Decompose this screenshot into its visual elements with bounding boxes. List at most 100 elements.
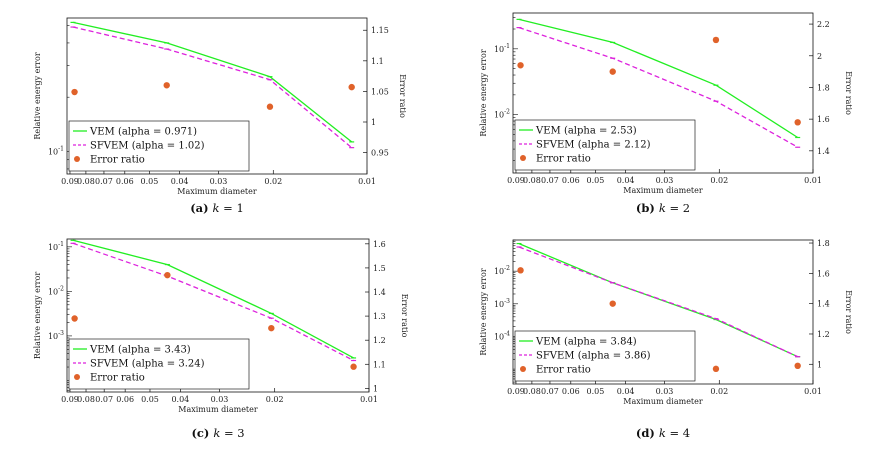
y-axis-label: Relative energy error (479, 49, 488, 136)
error-ratio-point (794, 119, 801, 126)
error-ratio-point (609, 68, 616, 75)
x-tick-label: 0.05 (141, 177, 159, 186)
legend-box (68, 338, 250, 390)
series-line-sfvem (518, 26, 799, 148)
error-ratio-point (268, 324, 275, 332)
panel-caption: (d) k = 4 (636, 426, 690, 440)
y2-tick-label: 1.6 (817, 269, 830, 278)
x-tick-label: 0.09 (507, 387, 525, 396)
legend-box (514, 330, 696, 382)
legend-label: Error ratio (536, 365, 591, 376)
y-axis-label: Relative energy error (479, 268, 488, 355)
error-ratio-point (712, 365, 720, 373)
x-tick-label: 0.09 (61, 395, 79, 404)
y-tick-label: 10-2 (494, 109, 510, 120)
y2-axis-label: Error ratio (844, 71, 853, 115)
panel-2: 0.090.08 0.07 0.06 0.05 0.04 0.03 0.02 0.01 Maxi… (33, 238, 409, 440)
legend-label: VEM (alpha = 3.84) (535, 337, 637, 348)
x-axis-label: Maximum diameter (178, 405, 258, 414)
series-line-vem (72, 239, 354, 359)
y2-tick-label: 1.3 (373, 312, 386, 321)
y2-tick-label: 1.6 (373, 240, 386, 249)
x-tick-label: 0.04 (617, 176, 635, 185)
x-tick-label: 0.02 (264, 177, 282, 186)
y2-tick-label: 1.8 (817, 83, 830, 92)
x-tick-label: 0.05 (587, 387, 605, 396)
x-tick-label: 0.06 (562, 387, 580, 396)
x-tick-label: 0.03 (656, 176, 674, 185)
error-ratio-point (712, 36, 720, 44)
legend: VEM (alpha = 3.43) SFVEM (alpha = 3.24) Er… (68, 338, 250, 390)
plot-frame (66, 238, 370, 393)
series-line-sfvem (518, 246, 798, 358)
x-tick-label: 0.04 (171, 177, 189, 186)
error-ratio-point (517, 267, 524, 274)
legend-label: Error ratio (90, 373, 145, 384)
legend-swatch (74, 374, 80, 380)
plot-frame (66, 17, 368, 175)
y2-tick-label: 1 (373, 384, 378, 393)
error-ratio-point (350, 363, 357, 370)
y2-tick-label: 1.4 (373, 288, 386, 297)
plot-frame (512, 239, 814, 385)
x-tick-label: 0.03 (210, 177, 228, 186)
x-tick-label: 0.08 (77, 177, 95, 186)
legend-swatch (520, 155, 526, 161)
y-tick-label: 10-2 (494, 265, 510, 276)
legend-label: Error ratio (90, 155, 145, 166)
legend-box (68, 120, 250, 172)
x-tick-label: 0.03 (211, 395, 229, 404)
y2-tick-label: 1.6 (817, 115, 830, 124)
x-tick-label: 0.08 (523, 387, 541, 396)
error-ratio-point (71, 88, 78, 96)
x-tick-label: 0.01 (358, 177, 376, 186)
x-axis-label: Maximum diameter (623, 397, 703, 406)
y2-tick-label: 0.95 (371, 149, 389, 158)
legend-label: VEM (alpha = 2.53) (535, 126, 637, 137)
y-axis-label: Relative energy error (33, 272, 42, 359)
y2-tick-label: 1.15 (371, 26, 389, 35)
legend-label: SFVEM (alpha = 1.02) (90, 141, 205, 152)
y-tick-label: 10-2 (48, 285, 64, 296)
panel-1: 0.090.08 0.07 0.06 0.05 0.04 0.03 0.02 0.01 Maxi… (479, 12, 853, 215)
legend-swatch (74, 156, 80, 162)
y2-axis-label: Error ratio (400, 294, 409, 338)
panel-caption: (a) k = 1 (190, 201, 244, 215)
y-tick-label: 10-3 (48, 330, 64, 341)
y2-tick-label: 1.8 (817, 239, 830, 248)
x-tick-label: 0.02 (266, 395, 284, 404)
legend: VEM (alpha = 2.53) SFVEM (alpha = 2.12) Er… (514, 119, 696, 171)
panel-3: 0.090.08 0.07 0.06 0.05 0.04 0.03 0.02 0.01 Maxi… (479, 239, 853, 440)
series-line-vem (72, 21, 353, 143)
x-tick-label: 0.07 (541, 387, 559, 396)
y2-tick-label: 1.1 (373, 360, 386, 369)
y2-tick-label: 1.4 (817, 300, 830, 309)
legend-label: SFVEM (alpha = 3.24) (90, 359, 205, 370)
y2-axis-label: Error ratio (844, 290, 853, 334)
legend-swatch (520, 366, 526, 372)
x-tick-label: 0.04 (171, 395, 189, 404)
x-axis-label: Maximum diameter (177, 187, 257, 196)
error-ratio-point (71, 315, 78, 322)
series-line-vem (518, 18, 799, 139)
x-tick-label: 0.08 (77, 395, 95, 404)
x-tick-label: 0.08 (523, 176, 541, 185)
error-ratio-point (163, 82, 170, 89)
y-tick-label: 10-3 (494, 298, 510, 309)
x-tick-label: 0.07 (95, 177, 113, 186)
legend-box (514, 119, 696, 171)
x-tick-label: 0.05 (587, 176, 605, 185)
y2-axis-label: Error ratio (398, 74, 407, 118)
x-tick-label: 0.04 (617, 387, 635, 396)
panel-caption: (c) k = 3 (191, 426, 244, 440)
x-tick-label: 0.01 (804, 176, 822, 185)
y-tick-label: 10-1 (494, 43, 510, 54)
error-ratio-point (517, 62, 524, 69)
y2-tick-label: 1.2 (817, 330, 830, 339)
x-tick-label: 0.02 (710, 387, 728, 396)
y-tick-label: 10-1 (48, 145, 64, 156)
error-ratio-point (348, 83, 355, 91)
y2-tick-label: 1.5 (373, 264, 386, 273)
legend-label: SFVEM (alpha = 3.86) (536, 351, 651, 362)
error-ratio-point (164, 271, 171, 279)
